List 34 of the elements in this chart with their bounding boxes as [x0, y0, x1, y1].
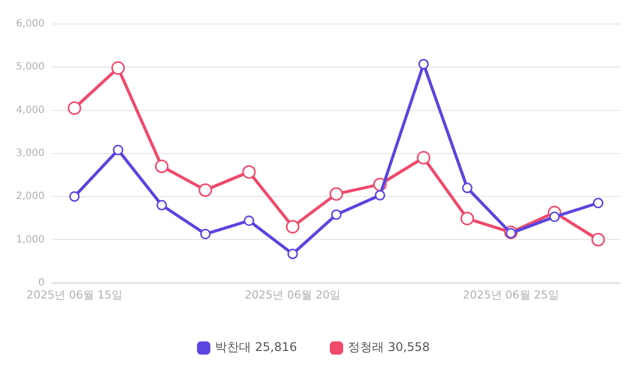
- point: [68, 101, 82, 115]
- y-tick-label: 0: [38, 277, 45, 288]
- point: [112, 144, 124, 156]
- point: [460, 212, 474, 226]
- y-tick-label: 5,000: [16, 62, 45, 73]
- point: [69, 191, 80, 202]
- point: [286, 220, 300, 234]
- point: [198, 183, 212, 197]
- point: [156, 200, 167, 210]
- y-tick-label: 1,000: [16, 234, 45, 246]
- legend-label: 정청래 30,558: [348, 340, 430, 354]
- x-tick-label: 2025년 06월 20일: [244, 288, 341, 302]
- y-tick-label: 6,000: [16, 18, 45, 30]
- legend-label: 박찬대 25,816: [215, 340, 298, 354]
- point: [111, 61, 125, 75]
- y-tick-label: 4,000: [16, 104, 45, 116]
- y-tick-label: 2,000: [16, 191, 45, 202]
- point: [416, 150, 430, 164]
- point: [462, 182, 472, 194]
- point: [244, 215, 254, 226]
- point: [374, 190, 386, 200]
- point: [200, 228, 211, 240]
- point: [591, 232, 605, 246]
- point: [549, 212, 560, 222]
- point: [287, 248, 298, 260]
- point: [592, 198, 604, 208]
- x-tick-label: 2025년 06월 25일: [462, 288, 559, 302]
- x-tick-label: 2025년 06월 15일: [26, 288, 122, 302]
- point: [418, 58, 429, 70]
- y-tick-label: 3,000: [16, 148, 45, 159]
- point: [330, 187, 344, 201]
- point: [242, 165, 256, 179]
- point: [154, 160, 168, 174]
- point: [331, 209, 342, 220]
